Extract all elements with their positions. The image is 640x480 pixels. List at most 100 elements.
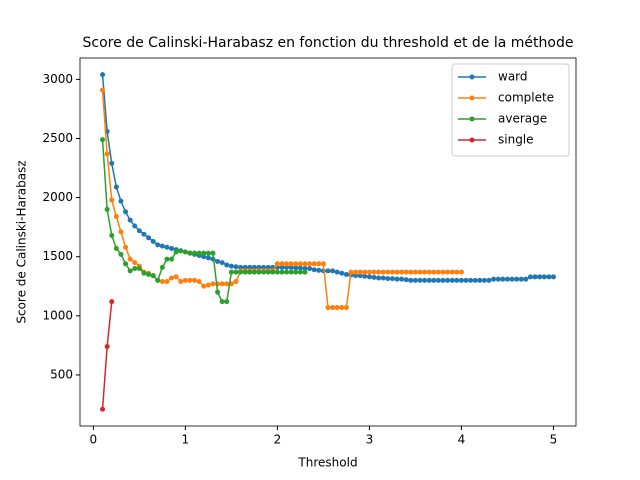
data-point: [431, 277, 437, 283]
data-point: [422, 277, 428, 283]
data-point: [261, 269, 267, 275]
data-point: [435, 269, 441, 275]
data-point: [238, 264, 244, 270]
data-point: [339, 305, 345, 311]
data-point: [256, 264, 262, 270]
data-point: [219, 260, 225, 266]
data-point: [205, 250, 211, 256]
data-point: [159, 243, 165, 249]
data-point: [288, 264, 294, 270]
data-point: [334, 269, 340, 275]
data-point: [302, 261, 308, 267]
data-point: [256, 269, 262, 275]
data-point: [104, 151, 110, 157]
data-point: [270, 269, 276, 275]
x-tick-label: 4: [458, 433, 466, 447]
data-point: [343, 271, 349, 277]
data-point: [339, 270, 345, 276]
series-line: [101, 139, 305, 303]
data-point: [146, 271, 152, 277]
data-point: [431, 269, 437, 275]
x-axis-label: Threshold: [297, 456, 357, 470]
data-point: [233, 269, 239, 275]
data-point: [399, 269, 405, 275]
data-point: [136, 228, 142, 234]
data-point: [155, 242, 161, 248]
data-point: [123, 244, 129, 250]
data-point: [330, 305, 336, 311]
data-point: [210, 250, 216, 256]
data-point: [403, 277, 409, 283]
data-point: [123, 261, 129, 267]
data-point: [362, 273, 368, 279]
data-point: [279, 264, 285, 270]
data-point: [357, 269, 363, 275]
data-point: [201, 254, 207, 260]
data-point: [113, 245, 119, 251]
data-point: [353, 269, 359, 275]
data-point: [509, 276, 515, 282]
data-point: [408, 269, 414, 275]
data-point: [247, 264, 253, 270]
data-point: [141, 231, 147, 237]
chart-title: Score de Calinski-Harabasz en fonction d…: [83, 35, 574, 51]
data-point: [376, 275, 382, 281]
data-point: [132, 260, 138, 266]
data-point: [127, 268, 133, 274]
data-point: [109, 197, 115, 203]
data-point: [463, 277, 469, 283]
data-point: [192, 250, 198, 256]
data-point: [233, 264, 239, 270]
data-point: [514, 276, 520, 282]
x-tick-label: 2: [274, 433, 282, 447]
data-point: [251, 269, 257, 275]
data-point: [187, 277, 193, 283]
data-point: [113, 184, 119, 190]
x-tick-label: 1: [182, 433, 190, 447]
data-point: [192, 277, 198, 283]
data-point: [228, 263, 234, 269]
data-point: [123, 209, 129, 215]
data-point: [532, 274, 538, 280]
plot-frame: [79, 57, 577, 427]
data-point: [541, 274, 547, 280]
data-point: [307, 266, 313, 272]
data-point: [100, 87, 106, 93]
data-point: [196, 250, 202, 256]
data-point: [265, 264, 271, 270]
data-point: [307, 261, 313, 267]
data-point: [293, 265, 299, 271]
data-point: [343, 305, 349, 311]
data-point: [242, 264, 248, 270]
legend-label: single: [498, 133, 534, 147]
series-line: [101, 89, 462, 309]
data-point: [284, 261, 290, 267]
data-point: [118, 198, 124, 204]
data-point: [394, 269, 400, 275]
data-point: [297, 265, 303, 271]
data-point: [293, 261, 299, 267]
data-point: [422, 269, 428, 275]
data-point: [127, 256, 133, 262]
data-point: [265, 269, 271, 275]
data-point: [150, 238, 156, 244]
y-tick-label: 500: [50, 367, 73, 381]
data-point: [242, 269, 248, 275]
data-point: [261, 264, 267, 270]
data-point: [100, 406, 106, 412]
data-point: [127, 217, 133, 223]
data-point: [164, 279, 170, 285]
data-point: [486, 277, 492, 283]
data-point: [449, 269, 455, 275]
data-point: [182, 249, 188, 255]
data-point: [403, 269, 409, 275]
legend-marker: [469, 74, 475, 80]
series-line: [101, 301, 113, 410]
x-tick-label: 3: [366, 433, 374, 447]
data-point: [491, 276, 497, 282]
data-point: [445, 269, 451, 275]
data-point: [187, 250, 193, 256]
data-point: [316, 261, 322, 267]
data-point: [311, 267, 317, 273]
data-point: [371, 274, 377, 280]
